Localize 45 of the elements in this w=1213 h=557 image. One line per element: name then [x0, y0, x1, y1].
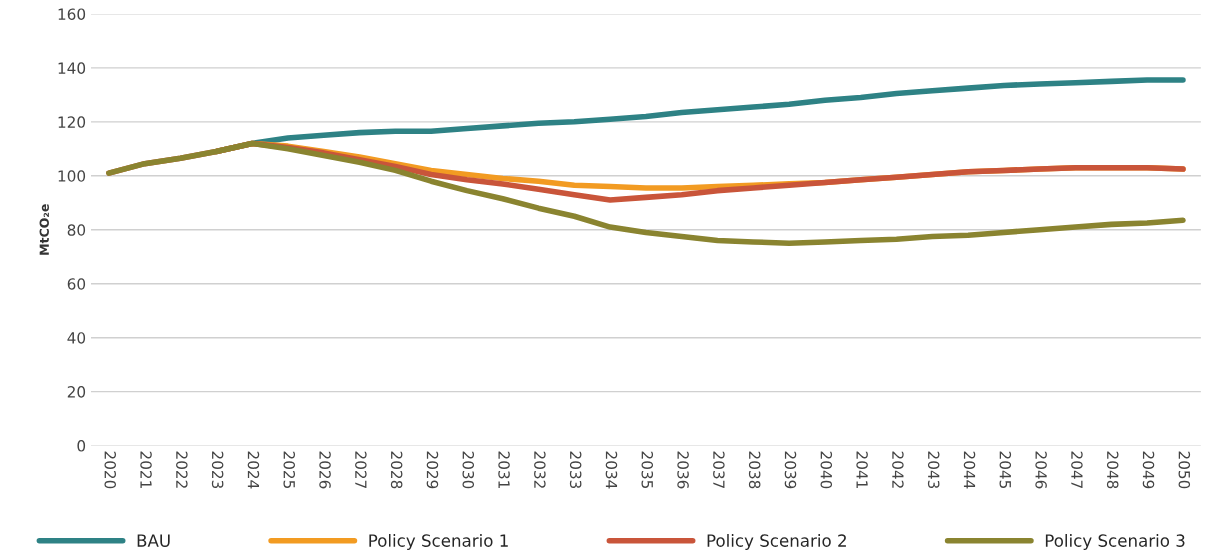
y-tick-label: 0: [77, 440, 86, 452]
x-tick-label: 2045: [999, 451, 1012, 489]
y-tick-label: 80: [67, 224, 86, 236]
x-tick-label: 2042: [892, 451, 904, 488]
x-tick-label: 2038: [748, 451, 761, 489]
x-tick-label: 2031: [498, 451, 510, 488]
x-tick-label: 2036: [677, 451, 689, 489]
x-tick-label: 2049: [1142, 451, 1155, 489]
x-tick-label: 2032: [534, 451, 546, 488]
y-tick-label: 20: [67, 386, 86, 398]
x-tick-label: 2024: [247, 451, 260, 489]
y-tick-label: 40: [67, 332, 86, 344]
x-tick-label: 2028: [390, 451, 403, 489]
x-tick-label: 2030: [462, 451, 475, 489]
y-tick-label: 100: [58, 170, 86, 182]
y-tick-label: 120: [58, 116, 86, 128]
x-tick-label: 2027: [355, 451, 367, 489]
x-tick-label: 2033: [569, 451, 582, 489]
x-tick-label: 2040: [820, 451, 833, 489]
x-tick-label: 2034: [605, 451, 618, 489]
x-tick-label: 2021: [140, 451, 152, 488]
x-tick-label: 2035: [641, 451, 654, 489]
y-tick-label: 140: [58, 62, 86, 74]
legend-label: Policy Scenario 2: [707, 533, 846, 551]
x-tick-label: 2047: [1071, 451, 1083, 489]
legend-label: Policy Scenario 3: [1045, 533, 1185, 551]
y-axis-title: MtCO₂e: [39, 204, 49, 255]
legend-label: BAU: [137, 534, 170, 547]
x-tick-label: 2043: [927, 451, 940, 489]
x-tick-label: 2029: [426, 451, 439, 489]
x-tick-label: 2025: [283, 451, 296, 489]
x-tick-label: 2020: [104, 451, 116, 489]
x-tick-label: 2044: [963, 451, 976, 489]
x-tick-label: 2037: [713, 451, 725, 489]
x-tick-label: 2022: [176, 451, 188, 488]
x-tick-label: 2046: [1035, 451, 1047, 489]
x-tick-label: 2026: [319, 451, 331, 489]
y-tick-label: 160: [58, 8, 86, 20]
legend-label: Policy Scenario 1: [369, 533, 508, 551]
x-tick-label: 2050: [1178, 451, 1191, 489]
y-tick-label: 60: [67, 278, 86, 290]
x-tick-label: 2048: [1106, 451, 1119, 489]
x-tick-label: 2041: [856, 451, 868, 488]
x-tick-label: 2039: [784, 451, 797, 489]
x-tick-label: 2023: [211, 451, 224, 489]
